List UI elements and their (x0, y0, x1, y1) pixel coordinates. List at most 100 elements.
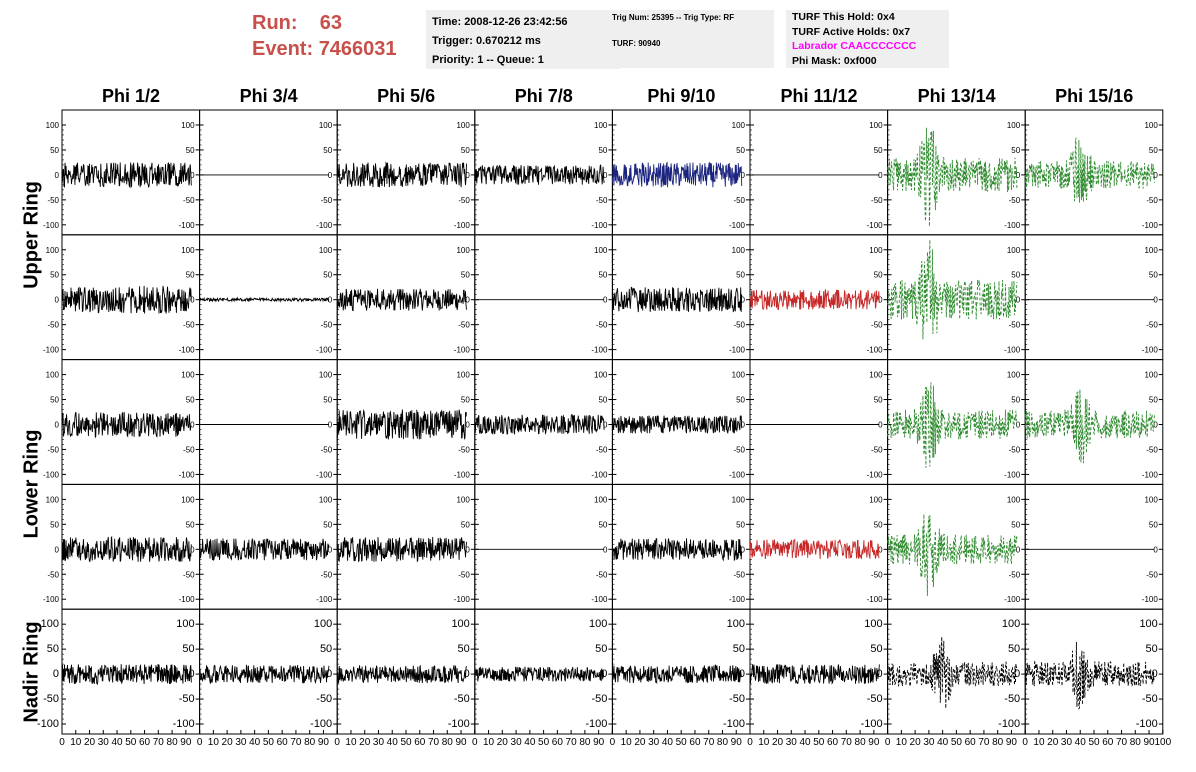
waveform-trace (336, 536, 467, 563)
x-tick-label: 20 (910, 737, 922, 748)
panel: -100 -100 -50 -50 0 0 50 50 100 100 (43, 234, 201, 361)
y-tick-label: 0 (55, 296, 60, 305)
y-tick-label: -50 (871, 196, 883, 205)
y-tick-label: 50 (461, 520, 470, 529)
y-tick-label: 0 (741, 545, 746, 554)
panel: -100 -50 0 50 100 (1024, 234, 1164, 361)
x-tick-label: 50 (676, 737, 688, 748)
x-tick-label: 30 (98, 737, 110, 748)
y-tick-label: 100 (869, 371, 883, 380)
y-tick-label: 50 (323, 146, 332, 155)
y-tick-label: 100 (1007, 121, 1021, 130)
x-tick-label: 10 (483, 737, 495, 748)
y-tick-label: 100 (181, 121, 195, 130)
panel: -100 -50 0 50 100 (474, 359, 613, 485)
panel: -100 -50 0 50 100 (336, 483, 476, 610)
panel-frame (749, 359, 889, 485)
y-tick-label: 100 (869, 495, 883, 504)
x-tick-label: 30 (648, 737, 660, 748)
y-tick-label: 50 (50, 396, 59, 405)
y-tick-label: 50 (1011, 520, 1020, 529)
y-tick-label: -50 (733, 196, 745, 205)
y-tick-label: 0 (1152, 668, 1158, 680)
y-tick-label: -50 (47, 570, 59, 579)
x-tick-label: 70 (978, 737, 990, 748)
y-tick-label: 100 (1144, 371, 1158, 380)
x-tick-label: 90 (593, 737, 605, 748)
x-tick-label: 0 (610, 737, 616, 748)
y-tick-label: 100 (732, 371, 746, 380)
y-tick-label: -100 (867, 221, 884, 230)
y-tick-label: 0 (876, 668, 882, 680)
panel: -100 -50 0 50 100 (336, 234, 476, 361)
y-tick-label: -50 (596, 445, 608, 454)
y-tick-label: 50 (461, 396, 470, 405)
turf-text: TURF: 90940 (612, 39, 661, 48)
y-tick-label: -50 (43, 693, 59, 705)
y-tick-label: 100 (46, 371, 60, 380)
y-tick-label: 0 (878, 296, 883, 305)
x-tick-label: 20 (1047, 737, 1059, 748)
column-header: Phi 1/2 (101, 86, 161, 106)
y-tick-label: -50 (1146, 570, 1158, 579)
x-tick-label: 50 (263, 737, 275, 748)
y-tick-label: -100 (867, 346, 884, 355)
y-tick-label: -50 (1146, 321, 1158, 330)
x-tick-label: 60 (1102, 737, 1114, 748)
waveform-trace (474, 414, 605, 435)
y-tick-label: 50 (323, 271, 332, 280)
y-tick-label: 100 (181, 246, 195, 255)
y-tick-label: -100 (173, 718, 195, 730)
panel: -100 -50 0 50 100 (199, 234, 338, 361)
y-tick-label: 0 (465, 171, 470, 180)
y-tick-label: 100 (319, 246, 333, 255)
run-label: Run: (252, 12, 298, 34)
y-tick-label: 0 (739, 668, 745, 680)
x-tick-label: 0 (59, 737, 65, 748)
y-tick-label: 100 (451, 618, 469, 630)
y-tick-label: 100 (1144, 121, 1158, 130)
x-tick-label: 30 (786, 737, 798, 748)
y-tick-label: 100 (732, 495, 746, 504)
waveform-trace (887, 127, 1018, 227)
y-tick-label: 0 (878, 420, 883, 429)
panel: -100 -100 -50 -50 0 0 50 50 100 100 (43, 483, 201, 610)
y-tick-label: 50 (47, 643, 59, 655)
y-tick-label: 50 (736, 271, 745, 280)
x-tick-label: 80 (579, 737, 591, 748)
y-tick-label: -50 (871, 570, 883, 579)
y-tick-label: -50 (1146, 196, 1158, 205)
y-tick-label: -100 (1004, 221, 1021, 230)
y-tick-label: 100 (176, 618, 194, 630)
column-header: Phi 7/8 (514, 86, 573, 106)
y-tick-label: 100 (594, 495, 608, 504)
y-tick-label: -100 (867, 470, 884, 479)
y-tick-label: 0 (465, 420, 470, 429)
panel: -100 -50 0 50 100 (199, 483, 338, 610)
x-tick-label: 90 (180, 737, 192, 748)
y-tick-label: 0 (328, 171, 333, 180)
waveform-trace (611, 161, 743, 188)
y-tick-label: -50 (733, 321, 745, 330)
x-tick-label: 40 (111, 737, 123, 748)
y-tick-label: -100 (729, 346, 746, 355)
x-tick-label: 80 (717, 737, 729, 748)
y-tick-label: -50 (1009, 196, 1021, 205)
y-tick-label: 100 (1007, 246, 1021, 255)
y-tick-label: 100 (1002, 618, 1020, 630)
y-tick-label: -50 (47, 196, 59, 205)
y-tick-label: 0 (53, 668, 59, 680)
x-tick-label: 50 (125, 737, 137, 748)
y-tick-label: 50 (182, 643, 194, 655)
y-tick-label: -100 (179, 470, 196, 479)
y-tick-label: 0 (603, 545, 608, 554)
y-tick-label: 0 (1153, 545, 1158, 554)
y-tick-label: -100 (591, 221, 608, 230)
x-tick-label: 80 (442, 737, 454, 748)
y-tick-label: 100 (1144, 246, 1158, 255)
y-tick-label: 50 (320, 643, 332, 655)
y-tick-label: 100 (864, 618, 882, 630)
